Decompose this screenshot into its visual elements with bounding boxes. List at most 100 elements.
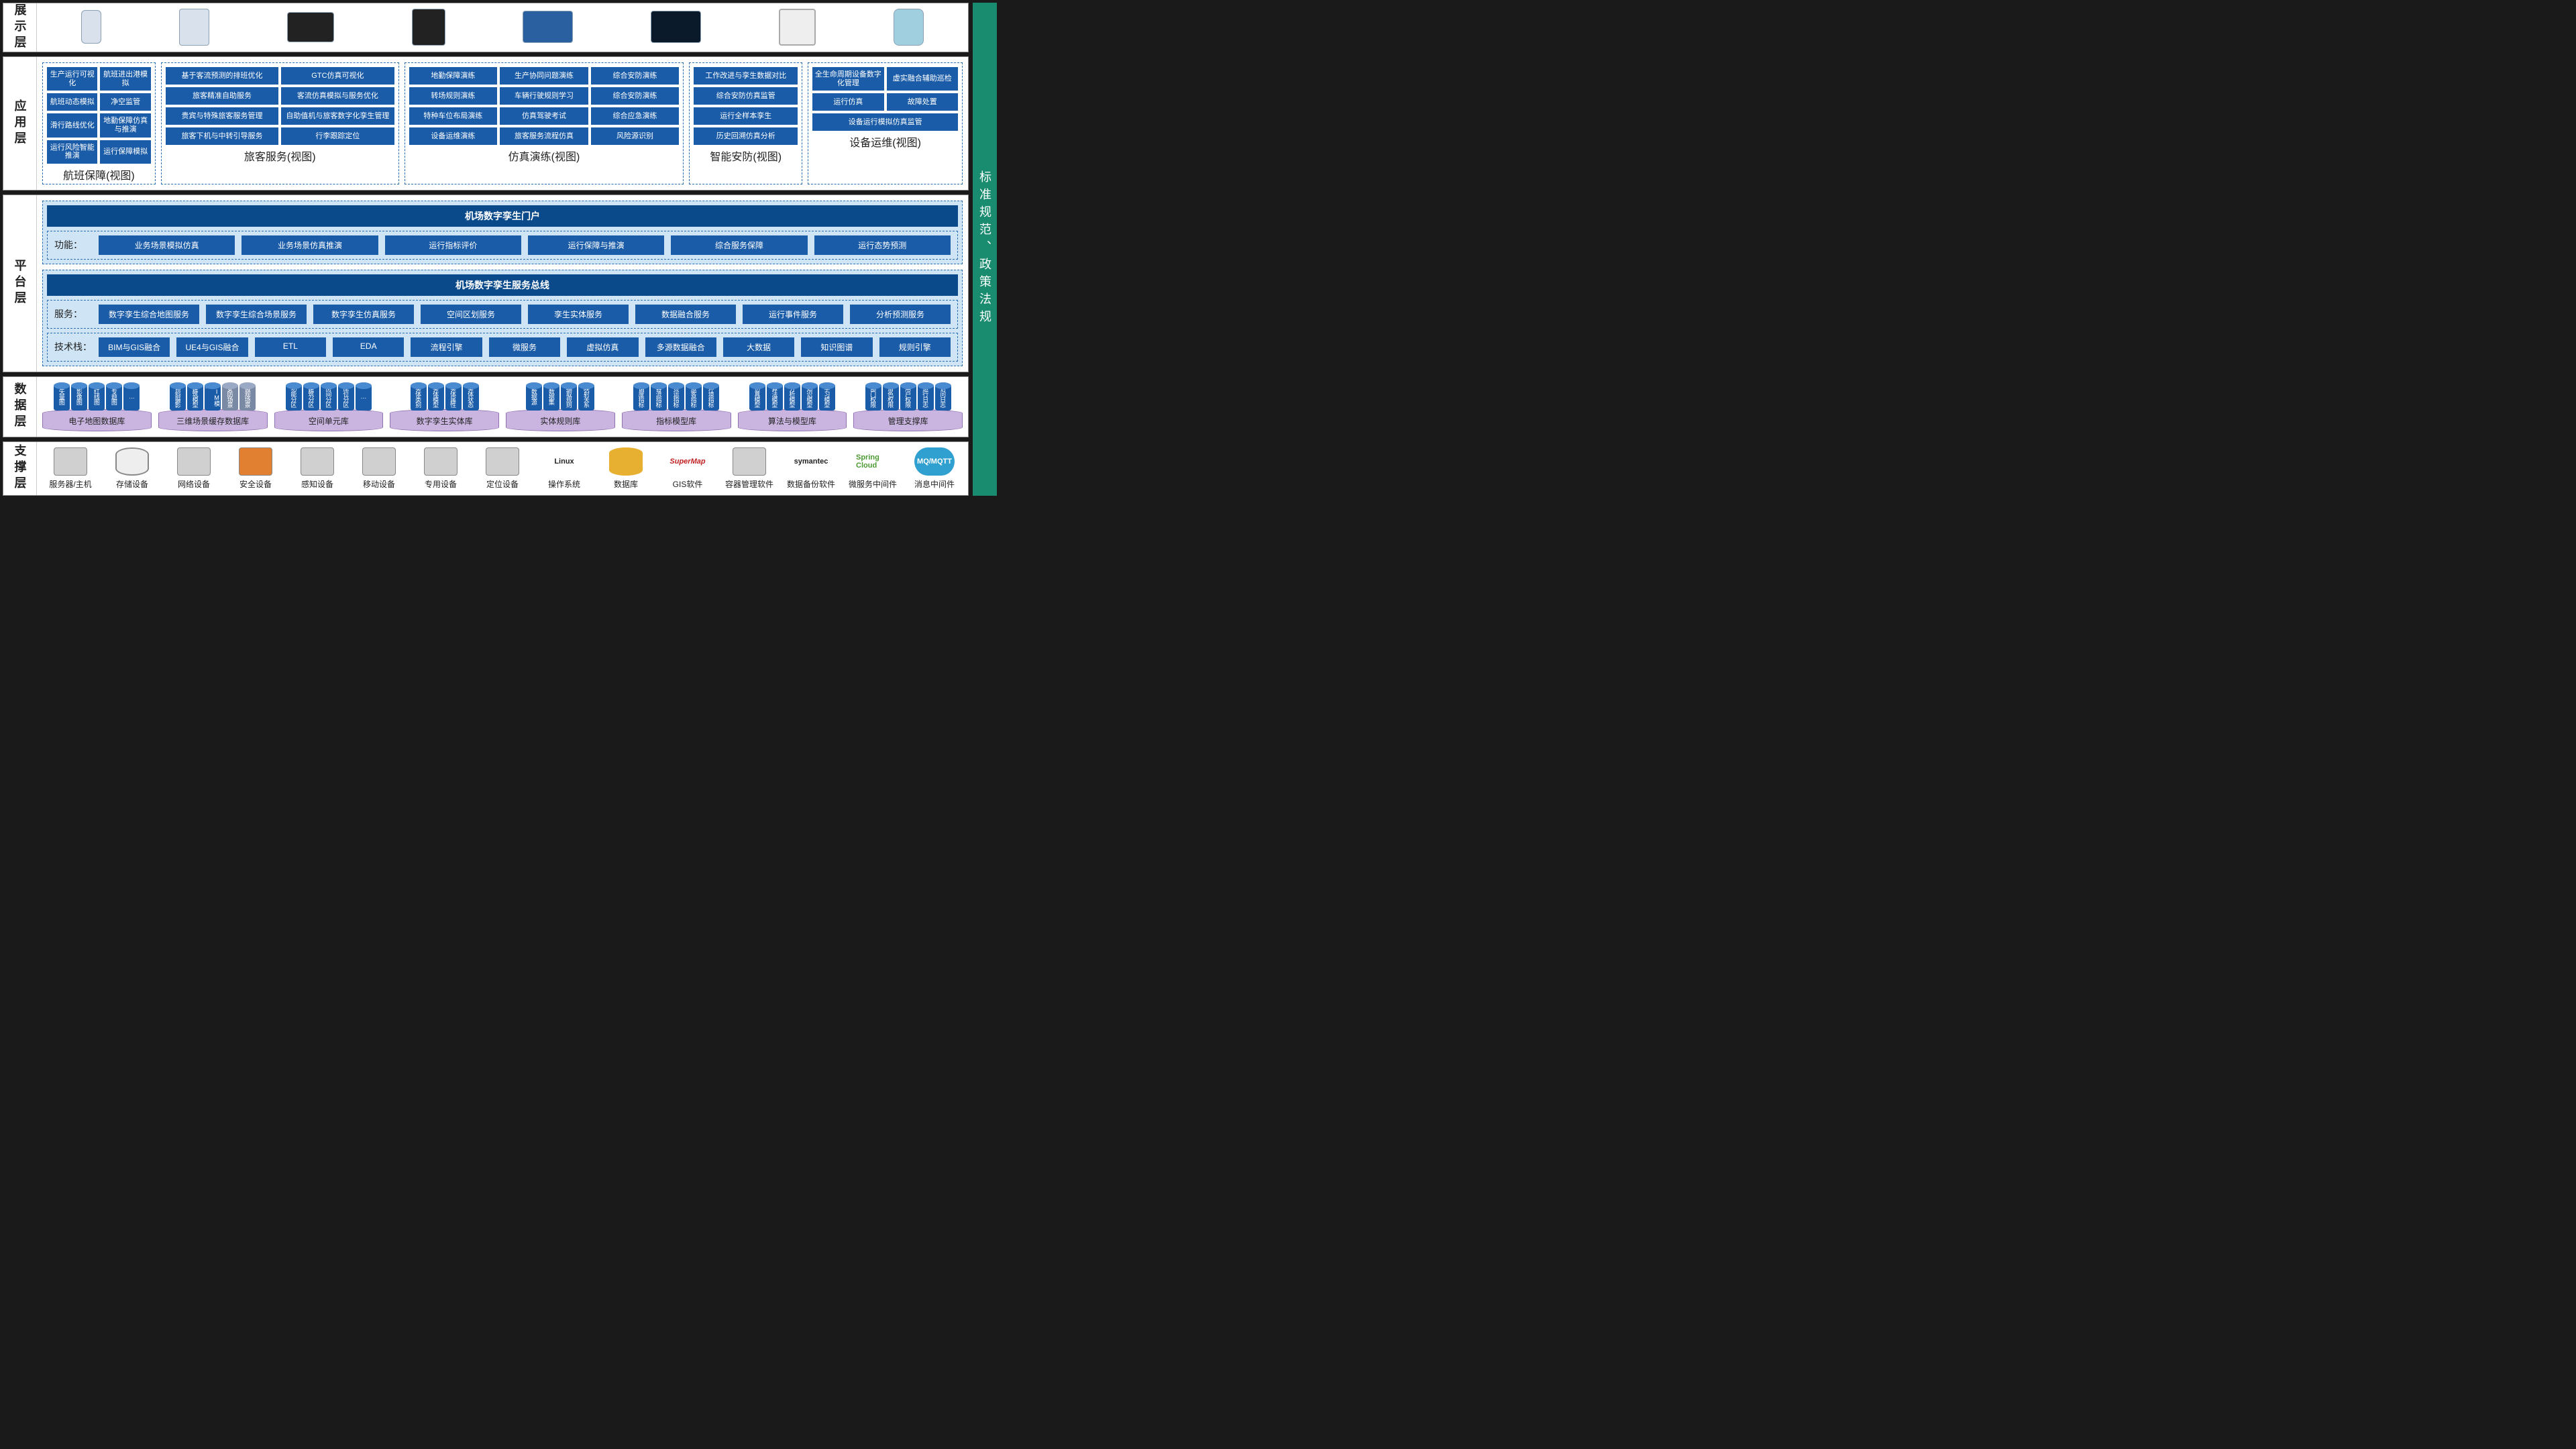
device-robot-icon xyxy=(894,9,924,46)
device-phone-icon xyxy=(81,10,101,44)
support-item: Linux 操作系统 xyxy=(536,447,592,490)
app-box: 行李跟踪定位 xyxy=(281,127,394,145)
db-cylinder: 安防场景 xyxy=(222,382,238,411)
app-box: 运行全样本孪生 xyxy=(694,107,798,125)
app-box: 地勤保障演练 xyxy=(409,67,498,85)
support-icon: SuperMap xyxy=(671,447,704,476)
platform-item: ETL xyxy=(255,337,326,357)
platform-item: 流程引擎 xyxy=(411,337,482,357)
platform-tech-label: 技术栈： xyxy=(54,340,92,354)
db-cylinder: 货运指标 xyxy=(668,382,684,411)
platform-item: 数据融合服务 xyxy=(635,305,736,324)
app-group: 基于客流预测的排班优化GTC仿真可视化旅客精准自助服务客流仿真模拟与服务优化贵宾… xyxy=(161,62,399,184)
db-cylinder: 数据源 xyxy=(526,382,542,411)
support-icon xyxy=(115,447,149,476)
support-item: 网络设备 xyxy=(166,447,222,490)
support-label: 微服务中间件 xyxy=(849,478,897,490)
db-cylinder: 建筑分区 xyxy=(303,382,319,411)
display-layer: 展示层 xyxy=(3,3,969,52)
app-box: 综合应急演练 xyxy=(591,107,680,125)
platform-item: 运行事件服务 xyxy=(743,305,843,324)
platform-item: EDA xyxy=(333,337,404,357)
device-tablet-icon xyxy=(179,9,209,46)
platform-item: 空间区划服务 xyxy=(421,305,521,324)
support-icon: Spring Cloud xyxy=(856,447,890,476)
db-cylinder: 红线图 xyxy=(89,382,105,411)
db-cylinder: … xyxy=(356,382,372,411)
db-cylinder: 知识模型 xyxy=(802,382,818,411)
app-box: 设备运维演练 xyxy=(409,127,498,145)
platform-layer: 平台层 机场数字孪生门户 功能： 业务场景模拟仿真业务场景仿真推演运行指标评价运… xyxy=(3,195,969,372)
app-group-title: 仿真演练(视图) xyxy=(409,148,680,164)
db-cylinder: 微观场景 xyxy=(239,382,256,411)
app-group-title: 设备运维(视图) xyxy=(812,133,958,150)
db-cylinder: 角色权限 xyxy=(883,382,899,411)
platform-item: 业务场景仿真推演 xyxy=(241,235,378,255)
support-layer: 支撑层 服务器/主机存储设备网络设备安全设备感知设备移动设备专用设备定位设备Li… xyxy=(3,441,969,496)
support-label: GIS软件 xyxy=(673,478,703,490)
db-cylinder: BIM模型 xyxy=(205,382,221,411)
platform-item: 业务场景模拟仿真 xyxy=(99,235,235,255)
support-item: 数据库 xyxy=(598,447,654,490)
support-label: 操作系统 xyxy=(548,478,580,490)
app-box: 净空监管 xyxy=(100,93,150,111)
db-cylinder: 倾斜摄影 xyxy=(170,382,186,411)
app-box: 综合安防仿真监管 xyxy=(694,87,798,105)
app-box: 转场规则演练 xyxy=(409,87,498,105)
support-item: 服务器/主机 xyxy=(42,447,99,490)
app-box: 自助值机与旅客数字化孪生管理 xyxy=(281,107,394,125)
app-box: 旅客服务流程仿真 xyxy=(500,127,588,145)
db-cylinder: 调度指标 xyxy=(633,382,649,411)
db-base-label: 实体规则库 xyxy=(506,409,615,431)
app-box: 基于客流预测的排班优化 xyxy=(166,67,278,85)
support-label: 容器管理软件 xyxy=(725,478,773,490)
db-cylinder: 矢量图 xyxy=(54,382,70,411)
db-cylinder: 实体状态 xyxy=(463,382,479,411)
app-box: GTC仿真可视化 xyxy=(281,67,394,85)
platform-item: 数字孪生仿真服务 xyxy=(313,305,414,324)
db-cylinder: 席位分区 xyxy=(338,382,354,411)
app-box: 航班进出港模拟 xyxy=(100,67,150,91)
db-cylinder: 数据集 xyxy=(543,382,559,411)
db-group: 实体类别实体模型实体属性实体状态数字孪生实体库 xyxy=(390,382,499,431)
db-base-label: 管理支撑库 xyxy=(853,409,963,431)
db-base-label: 指标模型库 xyxy=(622,409,731,431)
app-group-title: 旅客服务(视图) xyxy=(166,148,394,164)
db-cylinder: 仿真模型 xyxy=(749,382,765,411)
db-cylinder: 运行日志 xyxy=(918,382,934,411)
support-item: 移动设备 xyxy=(351,447,407,490)
app-box: 特种车位布局演练 xyxy=(409,107,498,125)
app-box: 航班动态模拟 xyxy=(47,93,97,111)
db-cylinder: 学习模型 xyxy=(819,382,835,411)
support-label: 存储设备 xyxy=(116,478,148,490)
app-box: 贵宾与特殊旅客服务管理 xyxy=(166,107,278,125)
app-box: 运行风险智能推演 xyxy=(47,140,97,164)
device-display-icon xyxy=(523,11,573,43)
platform-item: 大数据 xyxy=(723,337,794,357)
db-group: 数据源数据集抽取规则映射关系实体规则库 xyxy=(506,382,615,431)
support-label: 消息中间件 xyxy=(914,478,955,490)
application-layer: 应用层 生产运行可视化航班进出港模拟航班动态模拟净空监管滑行路线优化地勤保障仿真… xyxy=(3,56,969,191)
db-cylinder: 用户权限 xyxy=(900,382,916,411)
db-cylinder: 房间分区 xyxy=(321,382,337,411)
support-icon xyxy=(54,447,87,476)
app-box: 历史回溯仿真分析 xyxy=(694,127,798,145)
support-item: 容器管理软件 xyxy=(721,447,777,490)
db-cylinder: 分析模型 xyxy=(784,382,800,411)
support-icon: Linux xyxy=(547,447,581,476)
app-group: 地勤保障演练生产协同问题演练综合安防演练转场规则演练车辆行驶规则学习综合安防演练… xyxy=(405,62,684,184)
support-item: 专用设备 xyxy=(413,447,469,490)
app-group: 全生命周期设备数字化管理虚实融合辅助巡检运行仿真故障处置设备运行模拟仿真监管设备… xyxy=(808,62,963,184)
side-standards-bar: 标准规范、政策法规 xyxy=(973,3,997,496)
app-box: 运行仿真 xyxy=(812,93,883,111)
app-box: 滑行路线优化 xyxy=(47,113,97,137)
support-label: 安全设备 xyxy=(239,478,272,490)
support-item: 感知设备 xyxy=(289,447,345,490)
devices-row xyxy=(37,3,968,50)
db-cylinder: 功能分区 xyxy=(286,382,302,411)
app-group: 工作改进与孪生数据对比综合安防仿真监管运行全样本孪生历史回溯仿真分析智能安防(视… xyxy=(689,62,802,184)
support-item: 安全设备 xyxy=(227,447,284,490)
platform-item: 运行指标评价 xyxy=(385,235,521,255)
support-label: 专用设备 xyxy=(425,478,457,490)
platform-item: 虚拟仿真 xyxy=(567,337,638,357)
